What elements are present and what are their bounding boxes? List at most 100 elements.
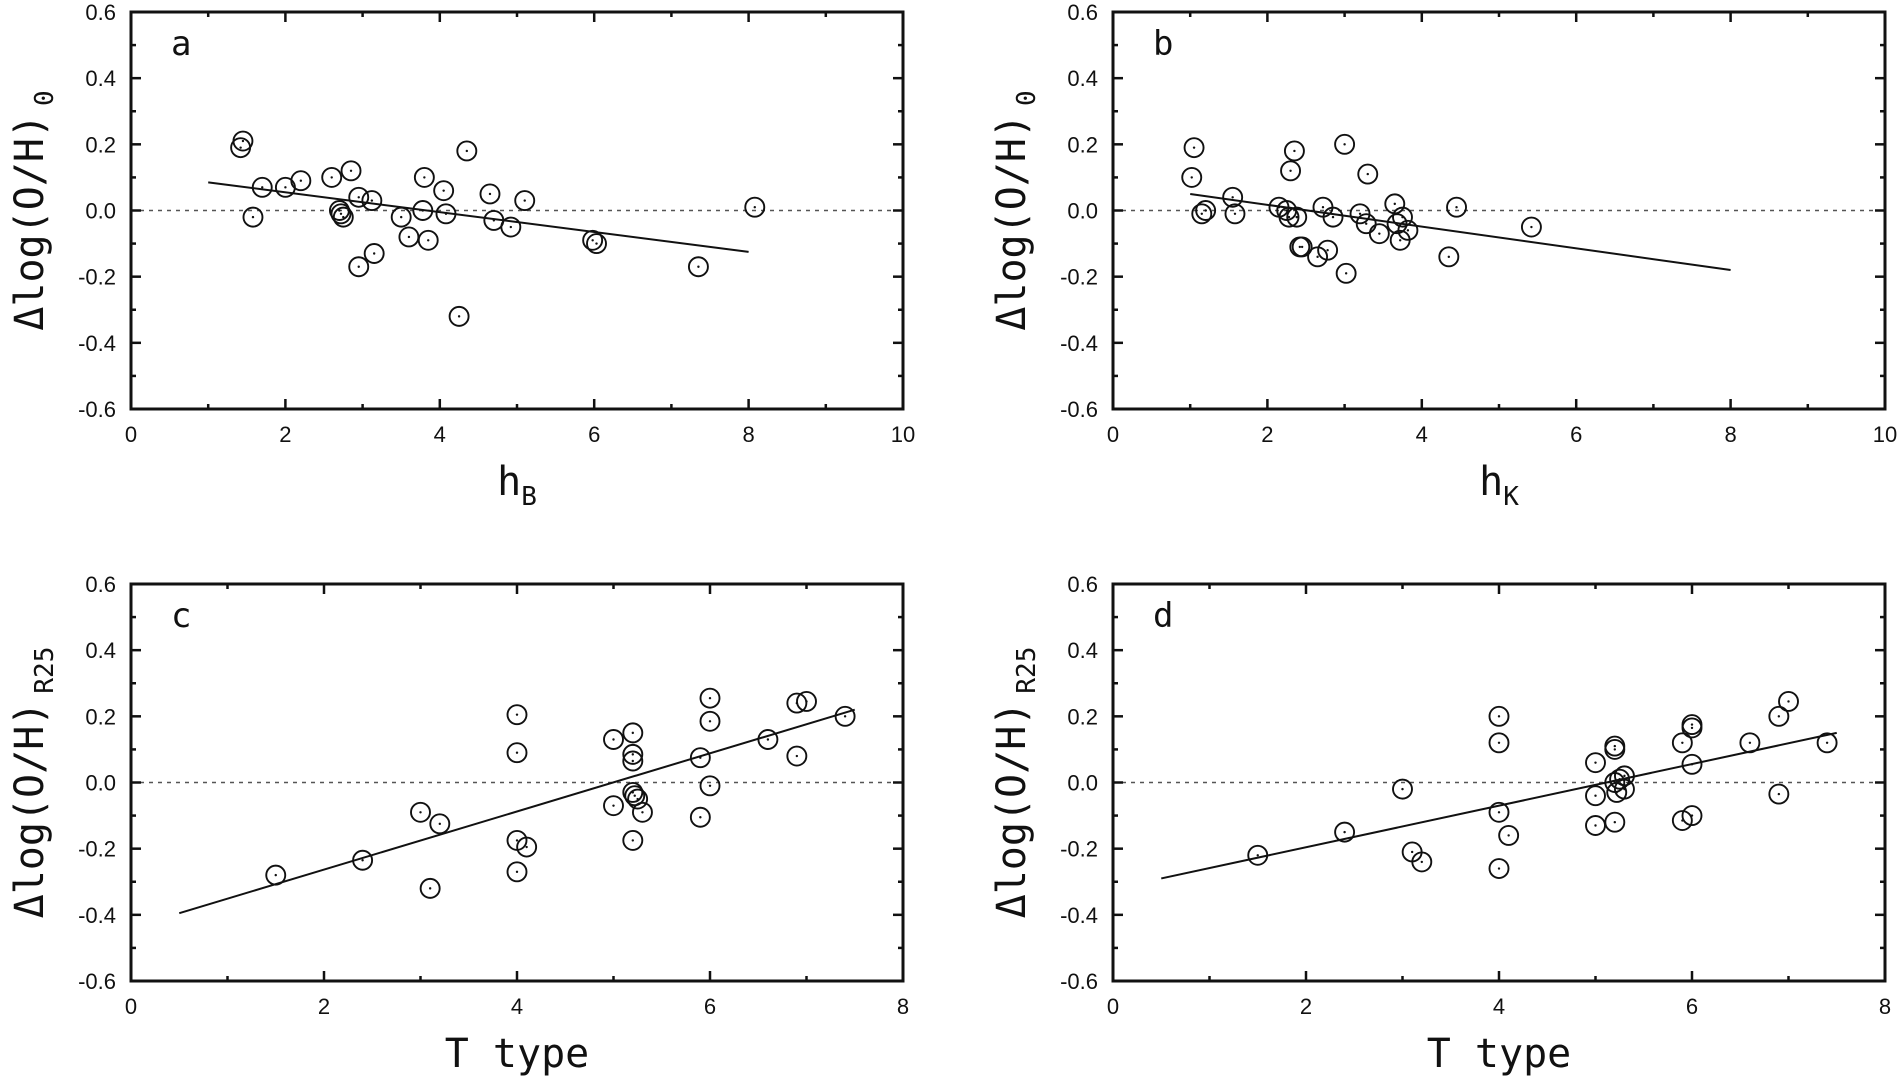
data-point-circle — [410, 801, 431, 823]
data-point-center — [515, 751, 519, 754]
data-point — [1671, 732, 1693, 754]
y-tick-label: 0.2 — [1067, 132, 1098, 157]
data-point-center — [330, 176, 333, 179]
x-tick-label: 0 — [1107, 994, 1119, 1019]
data-point-circle — [1671, 732, 1693, 754]
panel-d: 0 2 4 6 8 -0.6 -0.4 -0.2 0.0 0.2 0.4 0.6 d T type Δlog… — [989, 572, 1891, 1077]
data-point — [348, 186, 370, 208]
data-point-circle — [1438, 246, 1460, 268]
data-point-circle — [1816, 732, 1838, 754]
x-tick-label: 6 — [1570, 422, 1582, 447]
data-point — [687, 256, 709, 278]
data-point-center — [1344, 272, 1348, 275]
regression-line — [178, 708, 856, 915]
data-point-center — [595, 242, 598, 245]
y-tick-label: -0.6 — [78, 969, 116, 994]
data-point-center — [407, 235, 411, 239]
data-point-center — [708, 784, 712, 788]
data-point — [1283, 140, 1305, 162]
data-point — [1357, 163, 1379, 185]
data-point — [340, 160, 362, 182]
data-point-circle — [1392, 206, 1413, 228]
y-tick-label: 0.4 — [85, 638, 116, 663]
data-point-center — [1497, 741, 1501, 744]
data-point-circle — [456, 140, 478, 162]
data-point — [1488, 858, 1510, 879]
x-axis-title-main: T type — [1427, 1031, 1572, 1077]
data-point-circle — [689, 806, 711, 828]
x-axis-title-main: h — [497, 459, 521, 505]
data-point-circle — [1335, 262, 1357, 284]
data-point-circle — [786, 745, 808, 767]
x-tick-label: 6 — [588, 422, 600, 447]
x-tick-label: 2 — [1261, 422, 1273, 447]
data-point — [689, 806, 711, 828]
data-point-center — [1594, 794, 1597, 797]
data-point — [622, 743, 644, 765]
data-point-center — [370, 199, 374, 202]
data-point-circle — [1349, 203, 1371, 225]
data-point-circle — [1488, 858, 1510, 879]
x-tick-label: 8 — [742, 422, 754, 447]
data-point-center — [699, 756, 702, 759]
data-point-center — [1777, 792, 1781, 796]
data-point — [1613, 765, 1635, 787]
data-point — [1681, 753, 1703, 775]
data-point — [352, 849, 374, 871]
data-point-circle — [699, 710, 721, 732]
data-point-circle — [632, 801, 653, 823]
x-axis-title-subscript: B — [521, 482, 537, 512]
data-point-center — [241, 139, 245, 143]
x-tick-label: 4 — [511, 994, 523, 1019]
data-point-circle — [1386, 213, 1408, 235]
data-point — [433, 180, 455, 202]
data-point-center — [843, 715, 847, 718]
data-point — [506, 742, 528, 764]
data-point-center — [1321, 205, 1325, 209]
data-point — [1312, 196, 1334, 218]
data-point — [1392, 778, 1413, 800]
data-point — [834, 705, 856, 727]
data-point-circle — [1488, 732, 1510, 754]
y-tick-label: 0.0 — [1067, 199, 1098, 224]
data-point-center — [1300, 245, 1304, 249]
data-point-circle — [1488, 705, 1510, 727]
data-point-center — [372, 252, 376, 255]
data-point — [514, 190, 536, 212]
x-tick-label: 10 — [1873, 422, 1897, 447]
data-point — [398, 226, 420, 248]
data-point-center — [697, 265, 700, 268]
y-tick-label: -0.4 — [1060, 903, 1098, 928]
data-point — [1183, 137, 1205, 159]
data-point-circle — [689, 747, 711, 769]
data-point — [330, 203, 352, 225]
data-point — [410, 801, 431, 823]
data-point-center — [1623, 774, 1626, 778]
data-point-center — [1331, 215, 1335, 219]
data-point — [1488, 705, 1510, 727]
data-point — [1768, 705, 1790, 727]
data-point-center — [631, 839, 634, 842]
data-point — [435, 203, 457, 225]
data-point-center — [1231, 196, 1234, 199]
data-point — [419, 877, 441, 899]
data-point — [251, 176, 273, 198]
data-point — [500, 216, 522, 238]
y-tick-label: 0.0 — [85, 199, 116, 224]
data-point-center — [1455, 205, 1458, 209]
data-point-center — [795, 754, 799, 758]
data-point-circle — [506, 742, 528, 764]
data-point-circle — [627, 788, 649, 810]
data-point — [506, 704, 528, 726]
data-point — [1520, 216, 1542, 238]
data-point-circle — [500, 216, 522, 238]
data-point — [1247, 844, 1269, 866]
data-point-circle — [1291, 236, 1313, 258]
data-point-circle — [1355, 213, 1377, 235]
data-point — [1681, 717, 1703, 739]
data-point-circle — [699, 775, 721, 797]
data-point-center — [419, 811, 422, 814]
data-point-circle — [479, 183, 501, 205]
data-point-circle — [1334, 821, 1356, 843]
